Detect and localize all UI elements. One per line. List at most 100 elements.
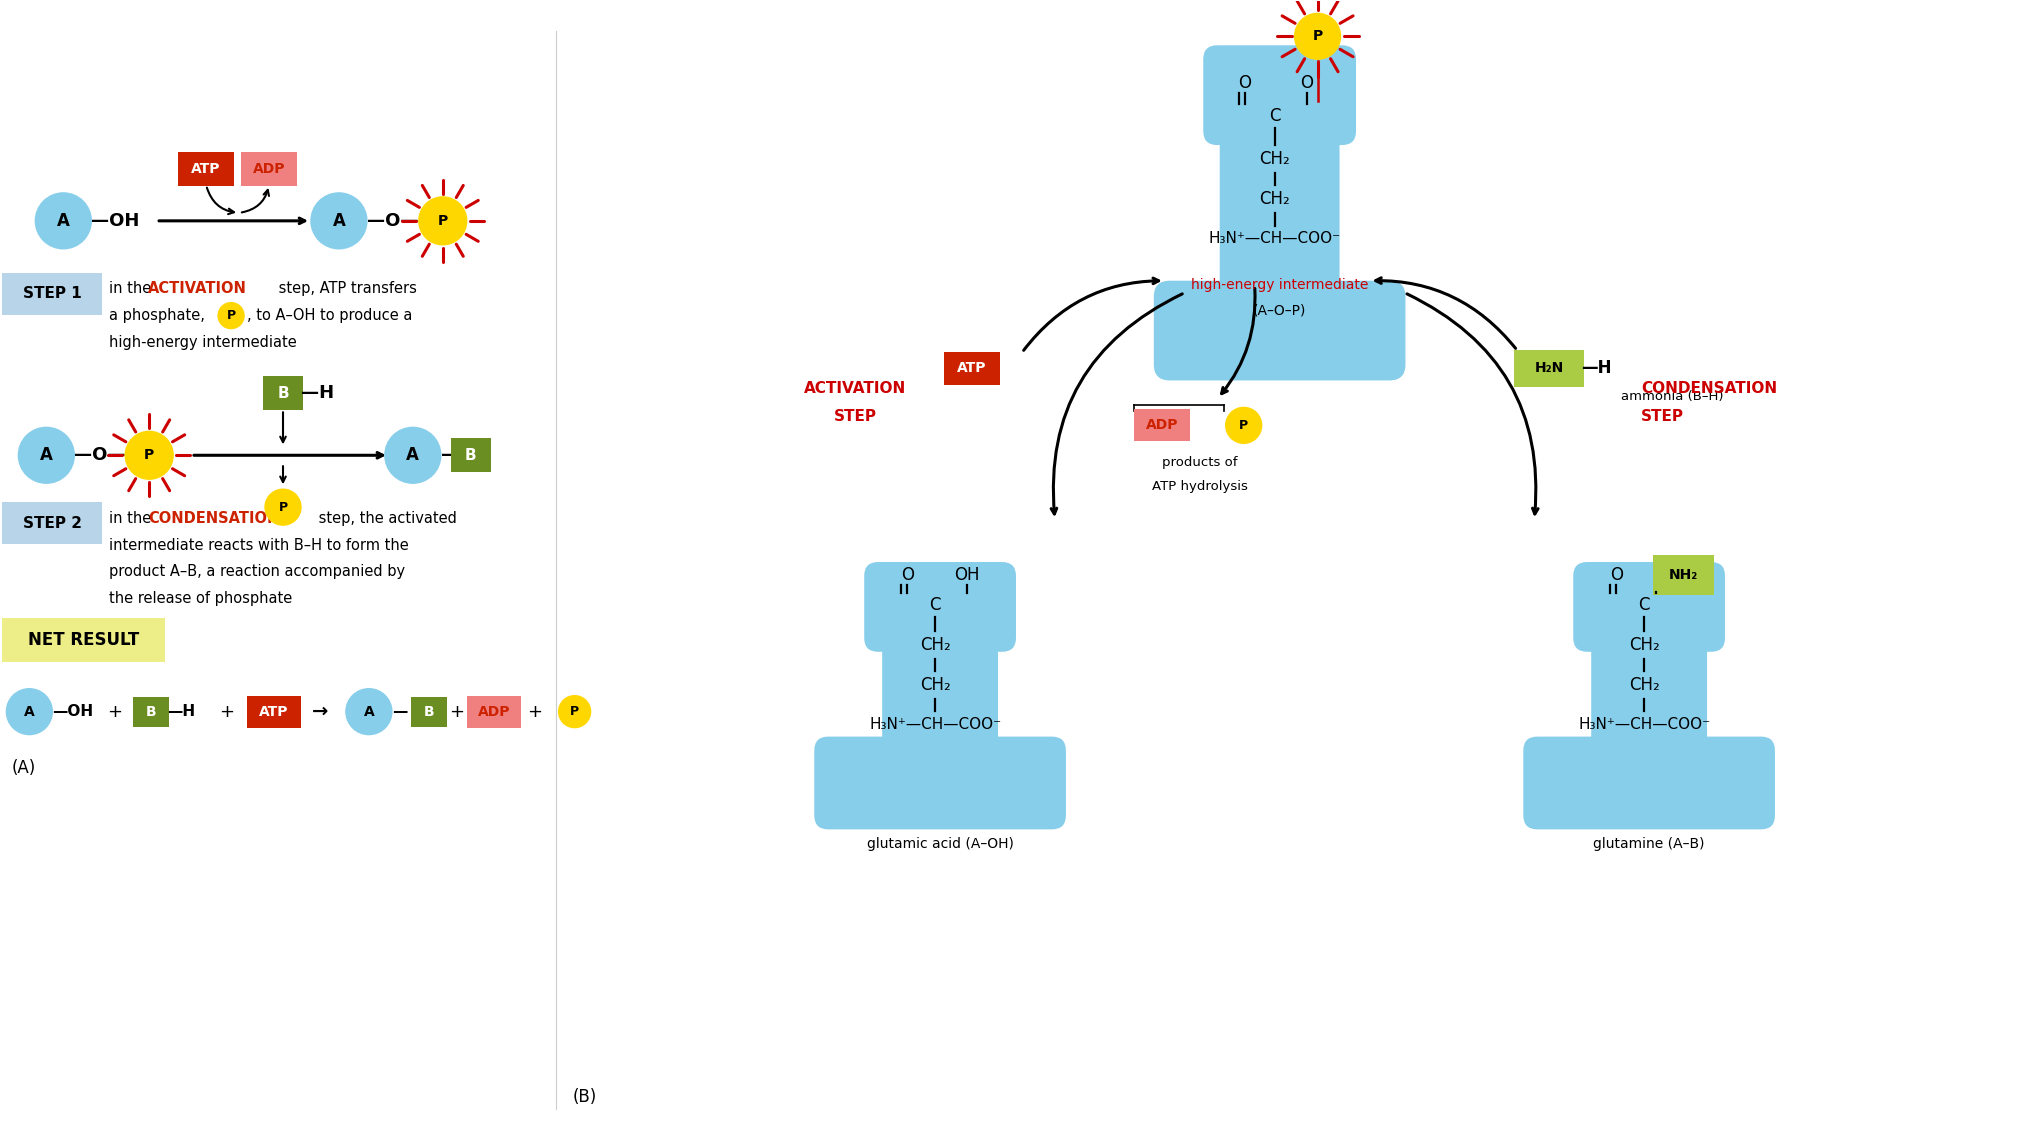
Text: CH₂: CH₂ xyxy=(1258,190,1290,207)
Text: CH₂: CH₂ xyxy=(918,676,951,694)
FancyBboxPatch shape xyxy=(262,376,303,410)
Text: ammonia (B–H): ammonia (B–H) xyxy=(1620,390,1723,402)
Text: P: P xyxy=(1240,418,1248,432)
Text: H₃N⁺—CH—COO⁻: H₃N⁺—CH—COO⁻ xyxy=(868,717,1000,732)
Text: product A–B, a reaction accompanied by: product A–B, a reaction accompanied by xyxy=(110,564,404,579)
Text: H₂N: H₂N xyxy=(1534,361,1563,375)
Text: A: A xyxy=(24,705,35,718)
Text: H₃N⁺—CH—COO⁻: H₃N⁺—CH—COO⁻ xyxy=(1577,717,1709,732)
Text: STEP 1: STEP 1 xyxy=(22,286,81,301)
Text: A: A xyxy=(333,212,345,230)
Text: , to A–OH to produce a: , to A–OH to produce a xyxy=(248,308,412,323)
Text: —H: —H xyxy=(167,705,195,719)
Circle shape xyxy=(1225,407,1262,443)
Circle shape xyxy=(6,689,53,734)
Text: intermediate reacts with B–H to form the: intermediate reacts with B–H to form the xyxy=(110,538,408,553)
Text: A: A xyxy=(364,705,374,718)
Text: O: O xyxy=(1609,565,1622,584)
Text: high-energy intermediate: high-energy intermediate xyxy=(110,335,297,350)
FancyBboxPatch shape xyxy=(943,351,1000,385)
Text: +: + xyxy=(526,702,541,720)
Text: —: — xyxy=(441,446,459,464)
Text: CH₂: CH₂ xyxy=(1258,150,1290,168)
FancyBboxPatch shape xyxy=(1522,736,1774,830)
FancyBboxPatch shape xyxy=(1219,88,1339,378)
Text: STEP 2: STEP 2 xyxy=(22,515,81,530)
Text: —O—: —O— xyxy=(75,446,126,464)
Text: the release of phosphate: the release of phosphate xyxy=(110,592,293,606)
Text: B: B xyxy=(423,705,435,718)
Text: a phosphate,: a phosphate, xyxy=(110,308,209,323)
Text: ADP: ADP xyxy=(1144,418,1177,432)
Text: B: B xyxy=(465,448,475,463)
Text: —O—: —O— xyxy=(366,212,419,230)
Text: (A–O–P): (A–O–P) xyxy=(1252,303,1307,318)
Text: ACTIVATION: ACTIVATION xyxy=(148,282,248,296)
Text: P: P xyxy=(278,500,287,514)
FancyBboxPatch shape xyxy=(815,736,1065,830)
Text: A: A xyxy=(41,446,53,464)
Text: (A): (A) xyxy=(12,758,37,776)
FancyBboxPatch shape xyxy=(1652,555,1713,595)
Text: ATP: ATP xyxy=(957,361,986,375)
Circle shape xyxy=(559,695,589,727)
Text: CH₂: CH₂ xyxy=(918,636,951,654)
Text: —OH: —OH xyxy=(53,705,93,719)
Text: ATP: ATP xyxy=(191,162,221,176)
FancyBboxPatch shape xyxy=(2,618,165,662)
Text: A: A xyxy=(57,212,69,230)
Text: OH: OH xyxy=(953,565,979,584)
Circle shape xyxy=(345,689,392,734)
Circle shape xyxy=(126,431,173,479)
Text: ACTIVATION: ACTIVATION xyxy=(805,381,906,396)
Text: C: C xyxy=(1638,596,1650,614)
Text: —OH: —OH xyxy=(91,212,140,230)
Text: in the: in the xyxy=(110,511,156,526)
Circle shape xyxy=(311,193,366,249)
Circle shape xyxy=(384,428,441,483)
Text: O: O xyxy=(1237,74,1250,92)
Text: CH₂: CH₂ xyxy=(1628,636,1658,654)
FancyBboxPatch shape xyxy=(242,152,297,186)
Text: CONDENSATION: CONDENSATION xyxy=(1640,381,1776,396)
FancyBboxPatch shape xyxy=(2,502,102,544)
FancyBboxPatch shape xyxy=(1591,584,1707,825)
Text: P: P xyxy=(144,448,154,463)
Text: P: P xyxy=(226,309,236,323)
FancyBboxPatch shape xyxy=(882,584,998,825)
Circle shape xyxy=(264,489,301,526)
FancyBboxPatch shape xyxy=(248,695,301,727)
Text: step, the activated: step, the activated xyxy=(313,511,457,526)
Text: STEP: STEP xyxy=(1640,409,1682,424)
Text: +: + xyxy=(108,702,122,720)
FancyBboxPatch shape xyxy=(1203,46,1355,145)
Text: NH₂: NH₂ xyxy=(1668,568,1697,583)
Text: (B): (B) xyxy=(573,1088,597,1106)
FancyBboxPatch shape xyxy=(179,152,234,186)
Text: H₃N⁺—CH—COO⁻: H₃N⁺—CH—COO⁻ xyxy=(1207,231,1339,246)
Text: P: P xyxy=(569,706,579,718)
Text: B: B xyxy=(276,386,289,401)
Text: C: C xyxy=(929,596,941,614)
Text: —H: —H xyxy=(1581,359,1611,377)
Text: +: + xyxy=(449,702,463,720)
Circle shape xyxy=(1294,14,1339,59)
Text: —H: —H xyxy=(301,384,333,402)
Text: B: B xyxy=(146,705,156,718)
Text: glutamine (A–B): glutamine (A–B) xyxy=(1593,837,1705,852)
Text: P: P xyxy=(437,214,447,228)
FancyBboxPatch shape xyxy=(467,695,520,727)
Circle shape xyxy=(35,193,91,249)
Circle shape xyxy=(18,428,75,483)
FancyBboxPatch shape xyxy=(134,697,169,726)
Text: +: + xyxy=(219,702,234,720)
Text: CH₂: CH₂ xyxy=(1628,676,1658,694)
Text: STEP: STEP xyxy=(833,409,876,424)
Text: O: O xyxy=(900,565,912,584)
FancyBboxPatch shape xyxy=(2,272,102,315)
FancyBboxPatch shape xyxy=(1514,350,1583,388)
Text: O: O xyxy=(1298,74,1313,92)
Text: A: A xyxy=(406,446,419,464)
Text: ATP: ATP xyxy=(260,705,289,718)
Text: C: C xyxy=(1268,107,1280,125)
